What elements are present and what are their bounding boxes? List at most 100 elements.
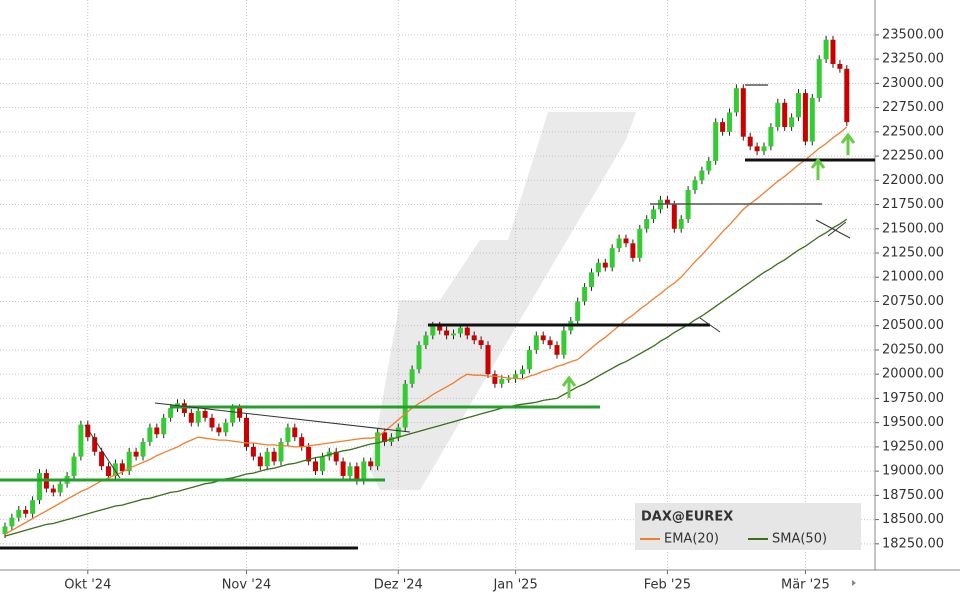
candle-body xyxy=(85,424,91,438)
candle-body xyxy=(478,340,484,346)
candle-body xyxy=(368,461,374,467)
candle-body xyxy=(816,59,822,98)
candle-body xyxy=(595,262,601,273)
candle-body xyxy=(361,461,367,481)
candle-body xyxy=(354,466,360,481)
candle-body xyxy=(299,437,305,447)
candle-body xyxy=(506,379,512,381)
candle-body xyxy=(706,160,712,171)
trend-line xyxy=(84,424,121,479)
legend-label: SMA(50) xyxy=(772,532,827,547)
candle-body xyxy=(589,272,594,287)
candle-body xyxy=(761,146,767,152)
candle-body xyxy=(37,473,42,501)
candle-body xyxy=(796,93,801,118)
indicator-line xyxy=(4,126,848,535)
candle-body xyxy=(195,411,201,423)
candle-body xyxy=(630,243,636,258)
y-tick-label: 19500.00 xyxy=(882,415,944,430)
candle-body xyxy=(92,437,98,452)
candle-body xyxy=(768,126,774,147)
candle-body xyxy=(375,432,381,467)
y-tick-label: 22250.00 xyxy=(882,149,944,164)
x-tick-label: Jan '25 xyxy=(492,578,537,593)
candle-body xyxy=(671,204,677,229)
annotations xyxy=(0,84,875,550)
candle-body xyxy=(644,219,650,229)
indicator-line xyxy=(4,218,848,537)
candle-body xyxy=(720,122,726,132)
y-tick-label: 20000.00 xyxy=(882,367,944,382)
candle-body xyxy=(271,451,277,462)
candle-body xyxy=(678,219,684,229)
candle-body xyxy=(140,442,146,457)
candle-body xyxy=(485,345,491,375)
y-tick-label: 20250.00 xyxy=(882,342,944,357)
candle-body xyxy=(382,432,387,443)
candle-body xyxy=(416,345,422,370)
arrow xyxy=(810,157,826,180)
y-tick-label: 22000.00 xyxy=(882,173,944,188)
candle-body xyxy=(257,456,263,467)
candle-body xyxy=(147,427,153,443)
candle-body xyxy=(244,417,249,447)
candle-body xyxy=(602,262,608,268)
candle-body xyxy=(99,451,105,467)
candle-body xyxy=(547,340,553,346)
x-tick-label: Feb '25 xyxy=(644,578,691,593)
candle-body xyxy=(168,408,174,418)
y-tick-label: 22500.00 xyxy=(882,124,944,139)
candle-body xyxy=(264,451,270,467)
watermark xyxy=(370,112,636,490)
candle-body xyxy=(230,408,236,423)
x-tick-label: Dez '24 xyxy=(374,578,423,593)
y-tick-label: 21500.00 xyxy=(882,221,944,236)
x-tick-label: Nov '24 xyxy=(222,578,272,593)
legend: DAX@EUREX EMA(20) SMA(50) xyxy=(635,503,861,550)
grid xyxy=(0,0,875,570)
y-tick-label: 22750.00 xyxy=(882,100,944,115)
candle-body xyxy=(623,238,629,244)
candle-body xyxy=(582,286,588,302)
candle-body xyxy=(740,88,746,137)
candle-body xyxy=(616,238,622,249)
candle-body xyxy=(285,427,291,443)
candle-body xyxy=(278,442,284,462)
candle-body xyxy=(513,374,519,380)
candle-body xyxy=(313,461,318,472)
candle-body xyxy=(340,461,346,476)
candle-body xyxy=(499,379,505,384)
candle-body xyxy=(216,427,222,433)
candle-body xyxy=(837,63,843,69)
scroll-arrow xyxy=(852,580,856,586)
y-tick-label: 23000.00 xyxy=(882,76,944,91)
candle-body xyxy=(430,325,436,336)
candle-body xyxy=(747,136,753,147)
y-tick-label: 18750.00 xyxy=(882,488,944,503)
candle-body xyxy=(520,369,525,375)
candle-body xyxy=(775,102,781,127)
candle-body xyxy=(713,122,719,161)
candle-body xyxy=(16,509,22,518)
candle-body xyxy=(437,325,443,331)
arrow xyxy=(840,132,856,155)
candle-body xyxy=(699,170,705,181)
candle-body xyxy=(754,146,760,152)
candle-body xyxy=(664,199,670,205)
candle-body xyxy=(319,456,325,472)
candle-body xyxy=(126,451,132,472)
candle-body xyxy=(250,446,256,457)
y-tick-label: 21750.00 xyxy=(882,197,944,212)
candle-body xyxy=(692,180,698,190)
cross-mark xyxy=(827,221,847,237)
candle-body xyxy=(71,456,77,476)
candle-body xyxy=(78,424,84,457)
candle-body xyxy=(30,500,36,514)
x-tick-label: Okt '24 xyxy=(64,578,111,593)
candle-body xyxy=(802,93,808,142)
candle-body xyxy=(119,463,125,472)
candle-body xyxy=(209,417,215,428)
candle-body xyxy=(112,463,118,476)
candle-body xyxy=(161,417,167,435)
